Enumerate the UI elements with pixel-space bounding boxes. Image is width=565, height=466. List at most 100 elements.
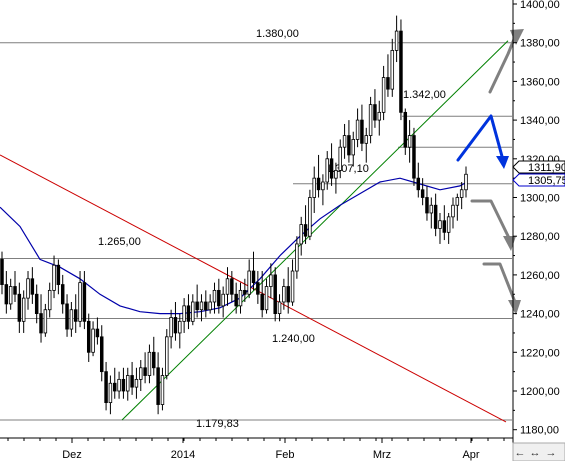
blue-arrow bbox=[456, 114, 505, 162]
candle bbox=[399, 19, 403, 121]
candle-body bbox=[403, 111, 408, 148]
candle-body bbox=[156, 367, 160, 405]
candle bbox=[121, 367, 126, 399]
candle bbox=[117, 371, 121, 399]
candle bbox=[4, 271, 9, 314]
candle-body bbox=[4, 284, 9, 305]
arrow-down-1 bbox=[470, 199, 511, 240]
candle bbox=[442, 205, 447, 241]
candle bbox=[243, 278, 247, 302]
candle-body bbox=[399, 30, 403, 113]
scroll-arrow-icon[interactable]: → bbox=[546, 447, 557, 459]
candle-body bbox=[43, 309, 48, 334]
candle bbox=[325, 151, 329, 190]
red-trendline bbox=[0, 154, 507, 423]
candle bbox=[425, 185, 429, 221]
candle-body bbox=[104, 371, 108, 404]
candle-body bbox=[412, 135, 416, 179]
candle-body bbox=[56, 264, 61, 285]
candle bbox=[269, 263, 273, 299]
candle-body bbox=[121, 378, 126, 392]
candle bbox=[26, 271, 30, 310]
candle bbox=[17, 282, 22, 333]
y-tick-label: 1280,00 bbox=[520, 231, 560, 243]
candle bbox=[30, 267, 35, 304]
candle bbox=[256, 271, 260, 304]
candle-body bbox=[368, 104, 373, 136]
candle bbox=[39, 294, 43, 343]
candle-body bbox=[377, 111, 382, 121]
candle bbox=[43, 303, 48, 337]
candle bbox=[165, 329, 169, 380]
candle bbox=[386, 54, 390, 97]
candle bbox=[191, 294, 195, 326]
candle-body bbox=[86, 320, 91, 353]
scroll-controls: ← ↔ → bbox=[512, 442, 565, 462]
scroll-arrow-icon[interactable]: ← bbox=[515, 447, 526, 459]
candle bbox=[178, 313, 182, 349]
candle bbox=[429, 197, 434, 229]
candle bbox=[438, 212, 442, 244]
candle-body bbox=[338, 146, 342, 171]
candle bbox=[230, 271, 234, 302]
x-tick-label: Dez bbox=[62, 449, 82, 461]
candle-body bbox=[191, 301, 195, 322]
candle bbox=[173, 301, 178, 341]
candle bbox=[186, 294, 191, 330]
candle bbox=[143, 352, 147, 384]
candle-body bbox=[316, 177, 321, 191]
candle-body bbox=[451, 204, 455, 218]
y-tick-label: 1180,00 bbox=[520, 425, 559, 437]
candle-body bbox=[39, 313, 43, 334]
candle-body bbox=[459, 189, 464, 198]
candle-body bbox=[99, 336, 104, 373]
candle-body bbox=[69, 309, 74, 330]
candle bbox=[351, 131, 355, 167]
candle-body bbox=[182, 305, 186, 322]
candle bbox=[126, 367, 130, 401]
y-tick-label: 1240,00 bbox=[520, 309, 560, 321]
candle bbox=[377, 100, 382, 136]
candle-body bbox=[13, 286, 17, 295]
candle-body bbox=[221, 293, 225, 307]
candle-body bbox=[407, 135, 412, 148]
candle-body bbox=[152, 351, 156, 369]
candle bbox=[199, 294, 204, 322]
candle bbox=[139, 360, 143, 391]
candle bbox=[407, 120, 412, 163]
price-flag: 1305,75 bbox=[512, 173, 565, 187]
candle bbox=[329, 143, 334, 186]
candle bbox=[225, 267, 230, 306]
candle bbox=[282, 278, 286, 310]
candle-body bbox=[429, 204, 434, 214]
x-tick-label: 2014 bbox=[171, 449, 195, 461]
candle-body bbox=[260, 293, 264, 311]
candle bbox=[286, 267, 290, 314]
candle-body bbox=[34, 293, 39, 315]
candle-body bbox=[117, 378, 121, 392]
y-tick-label: 1360,00 bbox=[520, 76, 560, 88]
scroll-arrow-icon[interactable]: ↔ bbox=[530, 447, 541, 459]
candle-body bbox=[238, 289, 243, 307]
candle-body bbox=[264, 286, 269, 311]
candle bbox=[446, 212, 451, 244]
candle bbox=[212, 282, 217, 314]
candle bbox=[295, 236, 299, 279]
candle-body bbox=[303, 224, 308, 237]
arrow-down-1-head bbox=[503, 236, 516, 251]
y-tick-label: 1340,00 bbox=[520, 115, 560, 127]
candle bbox=[56, 259, 61, 295]
candle-body bbox=[446, 216, 451, 233]
candle bbox=[82, 271, 87, 330]
arrow-down-2-head bbox=[508, 300, 521, 315]
candle-body bbox=[0, 259, 4, 285]
candle-body bbox=[17, 293, 22, 322]
candle bbox=[464, 166, 468, 198]
candle-body bbox=[199, 301, 204, 311]
candle bbox=[433, 193, 438, 237]
candle-body bbox=[160, 375, 165, 405]
level-label: 1.265,00 bbox=[98, 236, 141, 248]
y-tick-label: 1220,00 bbox=[520, 347, 560, 359]
candle-body bbox=[464, 173, 468, 191]
candle-body bbox=[8, 286, 13, 305]
